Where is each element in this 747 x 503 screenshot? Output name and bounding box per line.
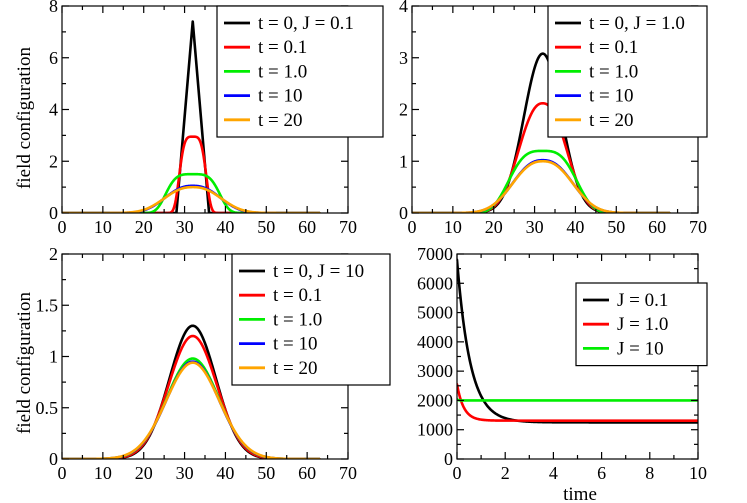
- y-axis-title-bottom: field configuration: [14, 292, 35, 434]
- series-line-1: [457, 258, 698, 424]
- legend-label: t = 20: [589, 110, 634, 131]
- series-line-2: [457, 383, 698, 422]
- y-tick-label: 6000: [417, 273, 453, 293]
- y-axis-title-top: field configuration: [14, 47, 35, 189]
- series-line-5: [412, 159, 671, 213]
- x-tick-label: 10: [94, 463, 112, 483]
- y-tick-label: 3000: [417, 361, 453, 381]
- series-line-2: [62, 135, 321, 213]
- x-tick-label: 6: [597, 463, 606, 483]
- x-tick-label: 30: [176, 217, 194, 237]
- x-tick-label: 60: [298, 217, 316, 237]
- series-lines: [457, 258, 698, 424]
- x-tick-label: 20: [135, 463, 153, 483]
- x-tick-label: 50: [257, 217, 275, 237]
- x-tick-label: 50: [257, 463, 275, 483]
- panel-bottom-left: 0 10 20 30 40 50 60 7000.511.52t = 0, J = 10t =…: [36, 244, 391, 483]
- x-tick-label: 20: [485, 217, 503, 237]
- x-tick-label: 50: [607, 217, 625, 237]
- legend-label: t = 0, J = 1.0: [589, 13, 685, 34]
- legend-label: t = 1.0: [258, 61, 307, 82]
- y-tick-label: 4: [49, 100, 58, 120]
- legend-label: t = 0, J = 0.1: [258, 13, 354, 34]
- x-tick-label: 60: [648, 217, 666, 237]
- legend: t = 0, J = 0.1 t = 0.1 t = 1.0 t = 10 t = 20: [216, 5, 384, 138]
- y-tick-label: 3: [399, 48, 408, 68]
- y-tick-label: 0: [444, 449, 453, 469]
- y-tick-label: 4000: [417, 332, 453, 352]
- x-tick-label: 40: [216, 463, 234, 483]
- legend-box: [231, 253, 391, 386]
- legend-label: t = 20: [258, 110, 303, 131]
- x-tick-label: 20: [135, 217, 153, 237]
- legend: t = 0, J = 10 t = 0.1 t = 1.0 t = 10 t = 20: [231, 253, 391, 386]
- x-tick-label: 0: [453, 463, 462, 483]
- x-tick-label: 10: [94, 217, 112, 237]
- x-tick-label: 0: [408, 217, 417, 237]
- legend-label: J = 1.0: [617, 314, 668, 335]
- y-tick-label: 0: [49, 449, 58, 469]
- legend-label: J = 10: [617, 338, 664, 359]
- x-tick-label: 30: [526, 217, 544, 237]
- x-tick-label: 70: [339, 217, 357, 237]
- y-tick-label: 0: [399, 203, 408, 223]
- x-axis-title-time: time: [563, 484, 597, 503]
- y-tick-label: 8: [49, 0, 58, 16]
- x-tick-label: 10: [444, 217, 462, 237]
- x-tick-label: 30: [176, 463, 194, 483]
- legend-label: J = 0.1: [617, 290, 668, 311]
- panel-top-left: 0 10 20 30 40 50 60 70 0 2 4 6 8 t = 0, J = 0.1 t = 0.…: [49, 0, 384, 237]
- legend-label: t = 20: [273, 358, 318, 379]
- y-tick-label: 5000: [417, 303, 453, 323]
- legend: J = 0.1 J = 1.0 J = 10: [575, 282, 708, 367]
- legend-label: t = 0.1: [273, 285, 322, 306]
- y-tick-label: 2: [49, 244, 58, 264]
- series-line-5: [62, 185, 321, 213]
- x-tick-label: 40: [566, 217, 584, 237]
- y-tick-label: 6: [49, 48, 58, 68]
- x-tick-label: 70: [689, 217, 707, 237]
- y-tick-label: 4: [399, 0, 408, 16]
- series-line-4: [62, 184, 321, 213]
- y-tick-label: 2000: [417, 390, 453, 410]
- legend-label: t = 0, J = 10: [273, 261, 364, 282]
- panel-top-right: 0 10 20 30 40 50 60 70 0 1 2 3 4 t = 0, J = 1.0 t = 0.…: [399, 0, 708, 237]
- x-tick-label: 2: [501, 463, 510, 483]
- series-line-3: [412, 149, 671, 213]
- x-tick-label: 0: [58, 463, 67, 483]
- y-tick-label: 7000: [417, 244, 453, 264]
- series-line-3: [62, 172, 321, 213]
- y-tick-label: 1000: [417, 420, 453, 440]
- legend-label: t = 10: [589, 86, 634, 107]
- series-line-1: [62, 20, 321, 213]
- y-tick-label: 2: [399, 100, 408, 120]
- legend-label: t = 1.0: [273, 309, 322, 330]
- y-tick-label: 0: [49, 203, 58, 223]
- y-tick-label: 2: [49, 151, 58, 171]
- series-line-4: [412, 158, 671, 213]
- x-tick-label: 4: [549, 463, 558, 483]
- x-tick-label: 40: [216, 217, 234, 237]
- y-tick-label: 0.5: [36, 398, 59, 418]
- legend-label: t = 10: [273, 334, 318, 355]
- y-tick-label: 1: [399, 151, 408, 171]
- x-tick-label: 8: [645, 463, 654, 483]
- x-tick-label: 10: [689, 463, 707, 483]
- legend-label: t = 1.0: [589, 61, 638, 82]
- legend-label: t = 10: [258, 86, 303, 107]
- x-tick-label: 60: [298, 463, 316, 483]
- y-tick-label: 1: [49, 347, 58, 367]
- x-tick-label: 0: [58, 217, 67, 237]
- panel-bottom-right: 0 2 4 6 8 10 0 1000 2000 3000 4000 5000 6000 7000 J = …: [417, 244, 708, 483]
- legend: t = 0, J = 1.0 t = 0.1 t = 1.0 t = 10 t = 20: [547, 5, 708, 138]
- x-tick-label: 70: [339, 463, 357, 483]
- y-tick-label: 1.5: [36, 295, 59, 315]
- legend-label: t = 0.1: [258, 37, 307, 58]
- series-line-3: [457, 397, 698, 402]
- legend-label: t = 0.1: [589, 37, 638, 58]
